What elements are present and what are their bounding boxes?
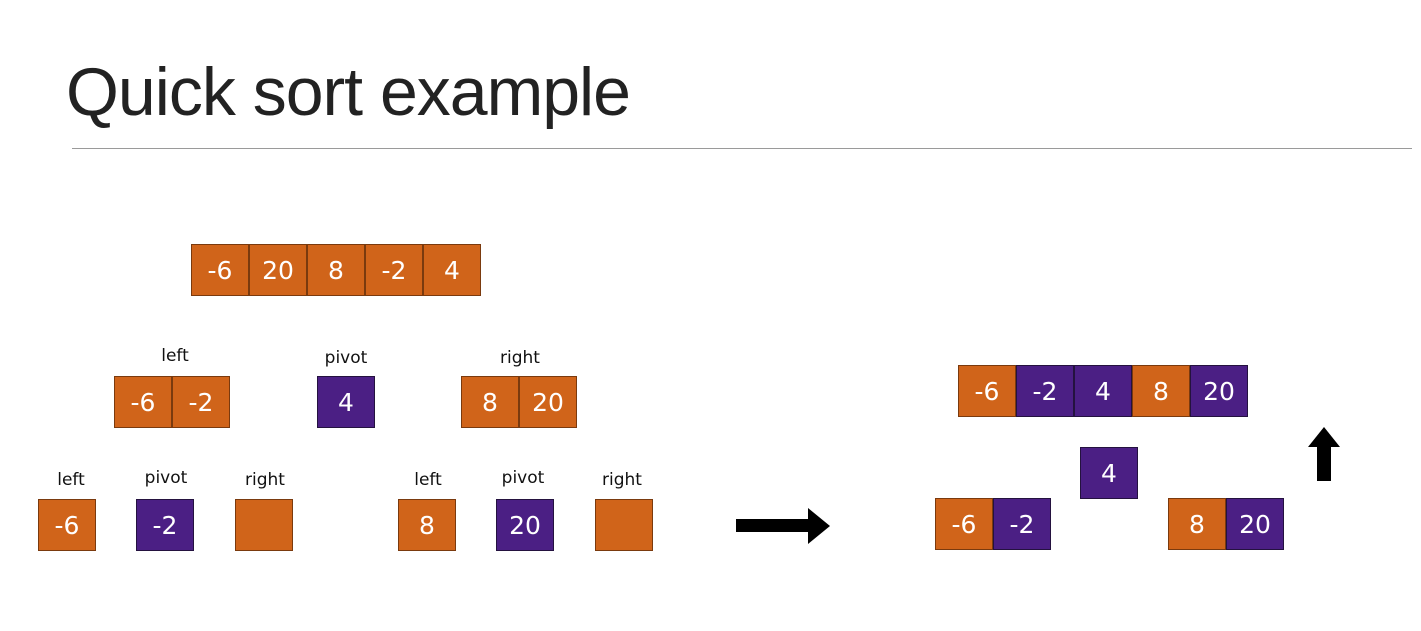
array-cell: 20 [1190,365,1248,417]
array-cell: 20 [519,376,577,428]
array-cell: -2 [365,244,423,296]
array-cell: -2 [993,498,1051,550]
page-title: Quick sort example [66,54,631,130]
level2b-right-array [595,499,653,551]
array-cell: -6 [958,365,1016,417]
array-cell: -2 [172,376,230,428]
array-cell: -6 [935,498,993,550]
array-cell: 4 [423,244,481,296]
pivot-cell: -2 [136,499,194,551]
level2b-right-label: right [602,470,642,490]
level1-left-array: -6 -2 [114,376,230,428]
title-divider [72,148,1412,149]
empty-cell [235,499,293,551]
array-cell: 8 [398,499,456,551]
level1-left-label: left [161,346,189,366]
array-cell: -6 [38,499,96,551]
result-pivot: 4 [1080,447,1138,499]
level2a-pivot: -2 [136,499,194,551]
level2b-left-array: 8 [398,499,456,551]
array-cell: 8 [1168,498,1226,550]
result-right-pair: 8 20 [1168,498,1284,550]
array-cell: 20 [249,244,307,296]
array-cell: 4 [1074,365,1132,417]
empty-cell [595,499,653,551]
array-cell: -6 [114,376,172,428]
arrow-up-icon [1308,427,1340,481]
level2b-pivot: 20 [496,499,554,551]
level2a-pivot-label: pivot [144,468,188,488]
array-cell: 20 [1226,498,1284,550]
arrow-right-icon [736,508,830,544]
level2b-pivot-label: pivot [501,468,545,488]
level1-pivot-label: pivot [324,348,368,368]
level1-pivot: 4 [317,376,375,428]
sorted-array: -6 -2 4 8 20 [958,365,1248,417]
level2a-right-array [235,499,293,551]
level2b-left-label: left [414,470,442,490]
pivot-cell: 20 [496,499,554,551]
array-cell: 8 [1132,365,1190,417]
result-left-pair: -6 -2 [935,498,1051,550]
level1-right-label: right [500,348,540,368]
array-cell: 8 [307,244,365,296]
initial-array: -6 20 8 -2 4 [191,244,481,296]
level2a-left-label: left [57,470,85,490]
array-cell: -6 [191,244,249,296]
pivot-cell: 4 [1080,447,1138,499]
level2a-left-array: -6 [38,499,96,551]
array-cell: 8 [461,376,519,428]
level2a-right-label: right [245,470,285,490]
array-cell: -2 [1016,365,1074,417]
pivot-cell: 4 [317,376,375,428]
level1-right-array: 8 20 [461,376,577,428]
